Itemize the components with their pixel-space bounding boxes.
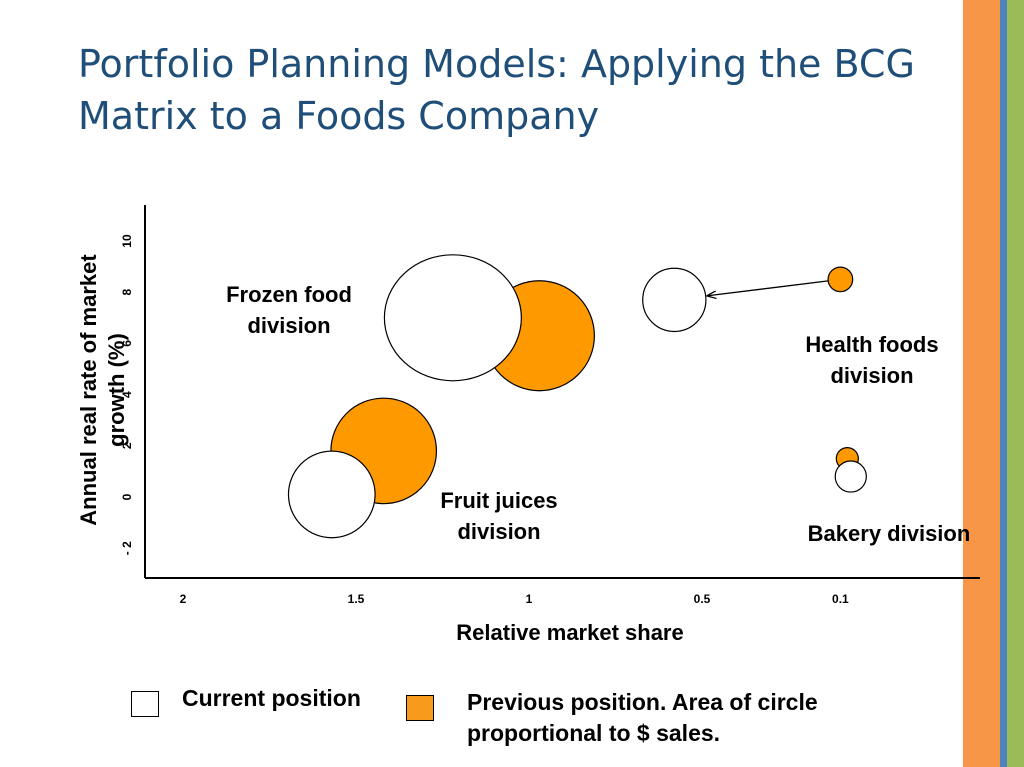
stripe-blue [1000, 0, 1007, 767]
decorative-stripes [963, 0, 1024, 767]
stripe-green [1007, 0, 1024, 767]
label-bakery: Bakery division [808, 521, 971, 546]
x-tick-label: 1 [526, 592, 533, 606]
x-tick-label: 2 [180, 592, 187, 606]
division-labels: Frozen food division Health foods division F… [226, 282, 970, 546]
current-bubble [642, 267, 707, 333]
x-tick-label: 1.5 [348, 592, 365, 606]
x-tick-label: 0.5 [694, 592, 711, 606]
current-bubble [287, 450, 376, 539]
tick-labels: 2 1.5 1 0.5 0.1 - 2 0 2 4 6 8 10 Relative market sha… [76, 234, 849, 645]
y-tick-label: 0 [120, 493, 134, 500]
label-frozen-food: Frozen food division [226, 282, 352, 338]
y-tick-label: 6 [120, 340, 134, 347]
label-health-foods: Health foods division [805, 332, 938, 388]
current-bubble [383, 254, 522, 382]
y-tick-label: 8 [120, 289, 134, 296]
label-fruit-juices: Fruit juices division [440, 488, 557, 544]
legend-current-label: Current position [182, 685, 361, 711]
axes [144, 205, 980, 579]
stripe-orange [963, 0, 1000, 767]
y-tick-label: 10 [120, 234, 134, 248]
movement-arrows [708, 280, 829, 296]
legend-previous-label: Previous position. Area of circle propor… [467, 687, 818, 749]
x-axis-label: Relative market share [456, 620, 683, 645]
legend-previous-line1: Previous position. Area of circle [467, 689, 818, 715]
y-tick-label: 4 [120, 391, 134, 398]
y-axis-label: Annual real rate of market growth (%) [76, 254, 129, 526]
legend-current-swatch [131, 691, 159, 717]
legend-previous-swatch [406, 695, 434, 721]
y-tick-label: 2 [120, 442, 134, 449]
x-tick-label: 0.1 [832, 592, 849, 606]
slide-title: Portfolio Planning Models: Applying the … [78, 42, 915, 138]
legend-previous-line2: proportional to $ sales. [467, 720, 721, 746]
current-position-bubbles [287, 254, 867, 539]
movement-arrow [708, 280, 829, 296]
current-bubble [834, 460, 867, 493]
previous-bubble [827, 266, 854, 293]
y-tick-label: - 2 [120, 541, 134, 555]
